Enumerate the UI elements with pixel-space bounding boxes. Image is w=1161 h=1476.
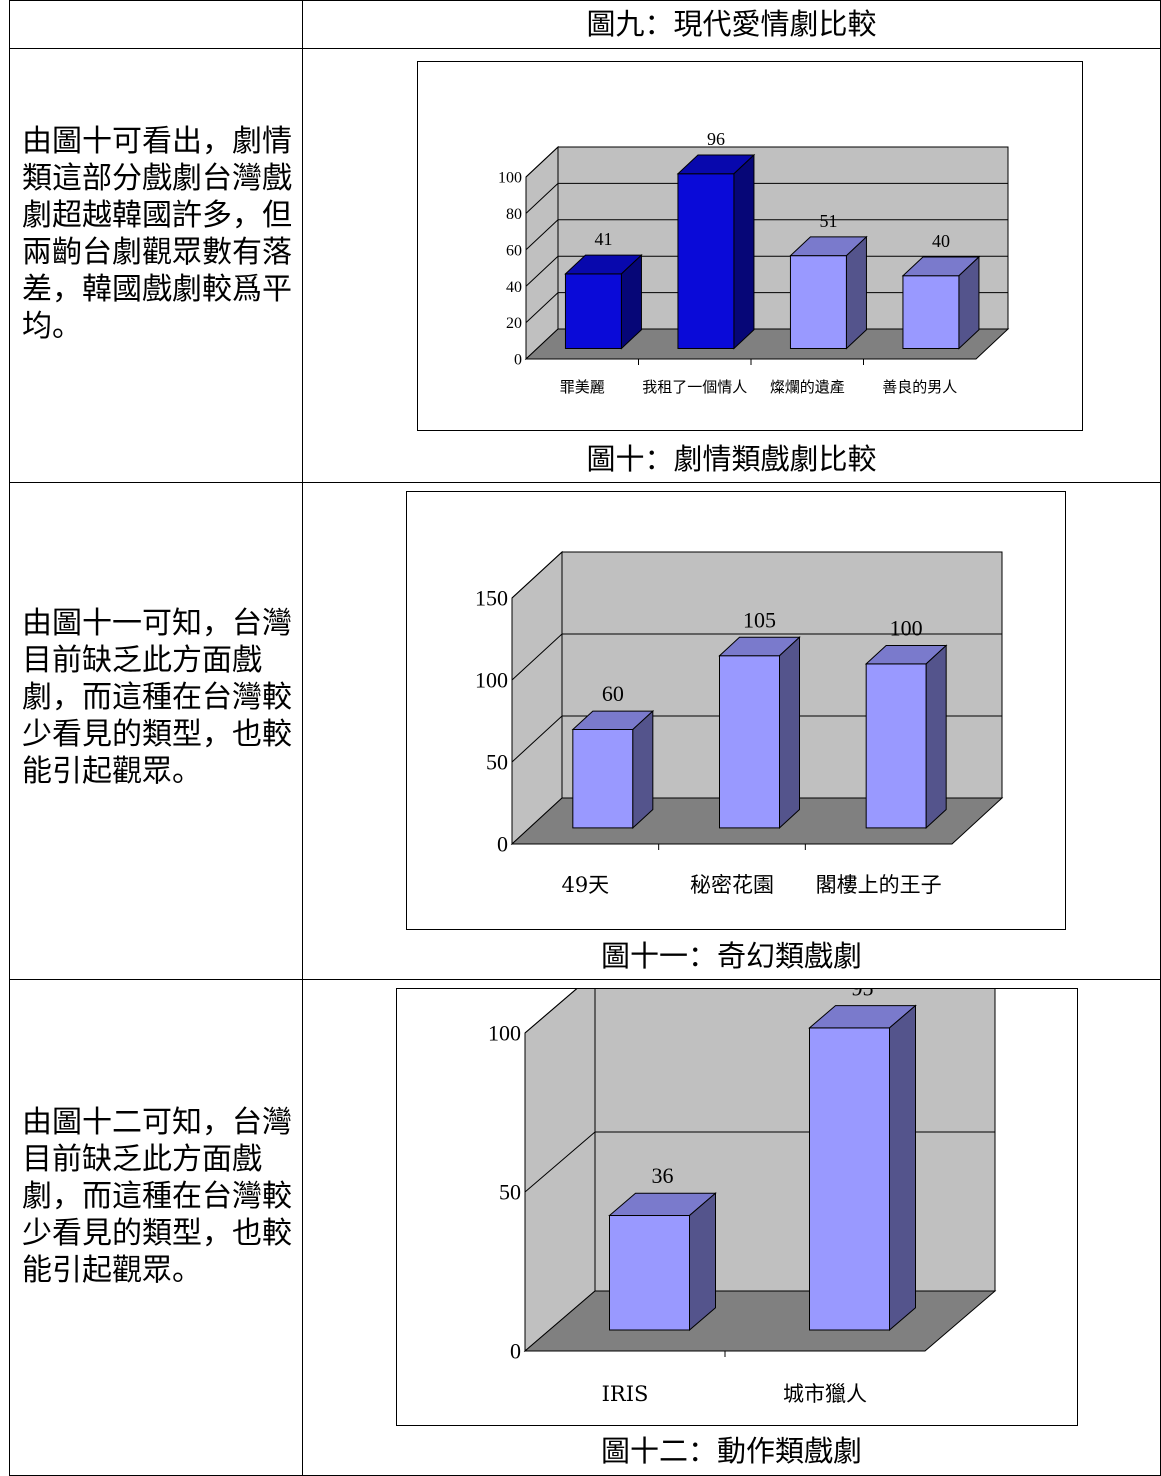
data-label: 51 xyxy=(819,211,837,231)
y-tick-label: 20 xyxy=(506,315,522,332)
row2-description: 由圖十一可知，台灣目前缺乏此方面戲劇，而這種在台灣較少看見的類型，也較能引起觀眾… xyxy=(22,606,292,789)
y-tick-label: 0 xyxy=(514,352,522,369)
x-tick-label: 善良的男人 xyxy=(882,378,957,396)
y-tick-label: 50 xyxy=(499,1180,521,1205)
bar xyxy=(609,1215,690,1331)
y-tick-label: 150 xyxy=(475,586,508,611)
bar xyxy=(902,275,960,349)
row-fig12: 由圖十二可知，台灣目前缺乏此方面戲劇，而這種在台灣較少看見的類型，也較能引起觀眾… xyxy=(9,979,1161,1476)
y-tick-label: 50 xyxy=(486,750,508,775)
data-label: 36 xyxy=(652,1163,674,1188)
x-tick-label: 燦爛的遺產 xyxy=(770,378,845,396)
x-tick-label: IRIS xyxy=(602,1382,649,1406)
bar-side xyxy=(958,255,980,350)
bar-side xyxy=(845,235,867,350)
bar-side xyxy=(889,1004,916,1332)
y-tick-label: 80 xyxy=(506,206,522,223)
bar-side xyxy=(632,709,654,830)
y-tick-label: 0 xyxy=(497,832,508,857)
header-row: 圖九：現代愛情劇比較 xyxy=(9,0,1161,49)
y-tick-label: 100 xyxy=(498,170,522,187)
fig12-caption: 圖十二：動作類戲劇 xyxy=(600,1434,862,1468)
y-tick-label: 60 xyxy=(506,242,522,259)
x-tick-label: 城市獵人 xyxy=(783,1382,867,1406)
header-left-cell xyxy=(9,0,303,49)
y-tick-label: 100 xyxy=(475,668,508,693)
side-wall xyxy=(524,989,596,1353)
fig11-caption: 圖十一：奇幻類戲劇 xyxy=(600,939,862,973)
gridline xyxy=(525,182,1008,214)
bar-side xyxy=(689,1192,716,1332)
row3-chart-cell: 0 50 100 36 IRIS 95 城市獵人 圖十二：動作類戲劇 xyxy=(302,979,1161,1476)
chart-fig12: 0 50 100 36 IRIS 95 城市獵人 xyxy=(488,989,997,1406)
row1-text-cell: 由圖十可看出，劇情類這部分戲劇台灣戲劇超越韓國許多，但兩齣台劇觀眾數有落差，韓國… xyxy=(9,48,303,483)
row1-chart-cell: 0 20 40 60 80 100 41 罪美麗 96 我租了一個情人 51 燦爛的遺產 40 善良的男人… xyxy=(302,48,1161,483)
bar xyxy=(789,255,847,349)
row-fig11: 由圖十一可知，台灣目前缺乏此方面戲劇，而這種在台灣較少看見的類型，也較能引起觀眾… xyxy=(9,482,1161,980)
document-table: 圖九：現代愛情劇比較 由圖十可看出，劇情類這部分戲劇台灣戲劇超越韓國許多，但兩齣… xyxy=(9,0,1161,1476)
bar-side xyxy=(779,636,800,830)
y-tick-label: 100 xyxy=(488,1021,521,1046)
gridline xyxy=(525,219,1008,251)
row3-description: 由圖十二可知，台灣目前缺乏此方面戲劇，而這種在台灣較少看見的類型，也較能引起觀眾… xyxy=(22,1105,292,1288)
gridline xyxy=(511,551,1002,599)
data-label: 105 xyxy=(743,607,776,632)
gridline xyxy=(511,633,1002,681)
chart-frame-fig11: 0 50 100 150 60 49天 105 秘密花園 100 閣樓上的王子 xyxy=(406,491,1066,930)
floor xyxy=(523,1290,997,1352)
x-tick-label: 秘密花園 xyxy=(690,873,774,897)
bar xyxy=(677,173,735,349)
y-tick-label: 0 xyxy=(510,1339,521,1364)
side-wall xyxy=(511,550,563,846)
chart-fig10: 0 20 40 60 80 100 41 罪美麗 96 我租了一個情人 51 燦爛的遺產 40 善良的男人 xyxy=(498,129,1010,396)
chart-frame-fig12: 0 50 100 36 IRIS 95 城市獵人 xyxy=(396,988,1078,1426)
fig10-caption: 圖十：劇情類戲劇比較 xyxy=(586,442,877,476)
bar xyxy=(865,663,927,829)
bar-side xyxy=(620,253,642,350)
x-tick-label: 閣樓上的王子 xyxy=(816,873,942,897)
bar xyxy=(809,1027,890,1331)
fig9-caption: 圖九：現代愛情劇比較 xyxy=(586,7,877,41)
data-label: 41 xyxy=(594,229,612,249)
chart-fig11: 0 50 100 150 60 49天 105 秘密花園 100 閣樓上的王子 xyxy=(475,550,1004,897)
data-label: 40 xyxy=(932,231,950,251)
data-label: 100 xyxy=(890,616,923,641)
bar-side xyxy=(733,153,755,350)
row1-description: 由圖十可看出，劇情類這部分戲劇台灣戲劇超越韓國許多，但兩齣台劇觀眾數有落差，韓國… xyxy=(22,124,292,344)
bar xyxy=(572,729,634,829)
bar-side xyxy=(925,644,947,830)
chart-frame-fig10: 0 20 40 60 80 100 41 罪美麗 96 我租了一個情人 51 燦爛的遺產 40 善良的男人 xyxy=(417,61,1083,431)
bar xyxy=(564,273,622,350)
gridline xyxy=(524,989,578,1034)
gridline xyxy=(525,146,1008,178)
x-tick-label: 49天 xyxy=(561,873,609,897)
header-right-cell: 圖九：現代愛情劇比較 xyxy=(302,0,1161,49)
row3-text-cell: 由圖十二可知，台灣目前缺乏此方面戲劇，而這種在台灣較少看見的類型，也較能引起觀眾… xyxy=(9,979,303,1476)
data-label: 96 xyxy=(707,129,725,149)
row2-chart-cell: 0 50 100 150 60 49天 105 秘密花園 100 閣樓上的王子 圖十一：奇幻類戲劇 xyxy=(302,482,1161,980)
data-label: 60 xyxy=(602,681,624,706)
row2-text-cell: 由圖十一可知，台灣目前缺乏此方面戲劇，而這種在台灣較少看見的類型，也較能引起觀眾… xyxy=(9,482,303,980)
side-wall xyxy=(525,145,559,361)
bar xyxy=(719,655,780,829)
x-tick-label: 罪美麗 xyxy=(560,378,605,396)
row-fig10: 由圖十可看出，劇情類這部分戲劇台灣戲劇超越韓國許多，但兩齣台劇觀眾數有落差，韓國… xyxy=(9,48,1161,483)
x-tick-label: 我租了一個情人 xyxy=(642,378,747,396)
gridline xyxy=(511,715,1002,763)
y-tick-label: 40 xyxy=(506,279,522,296)
data-label: 95 xyxy=(852,989,874,1001)
